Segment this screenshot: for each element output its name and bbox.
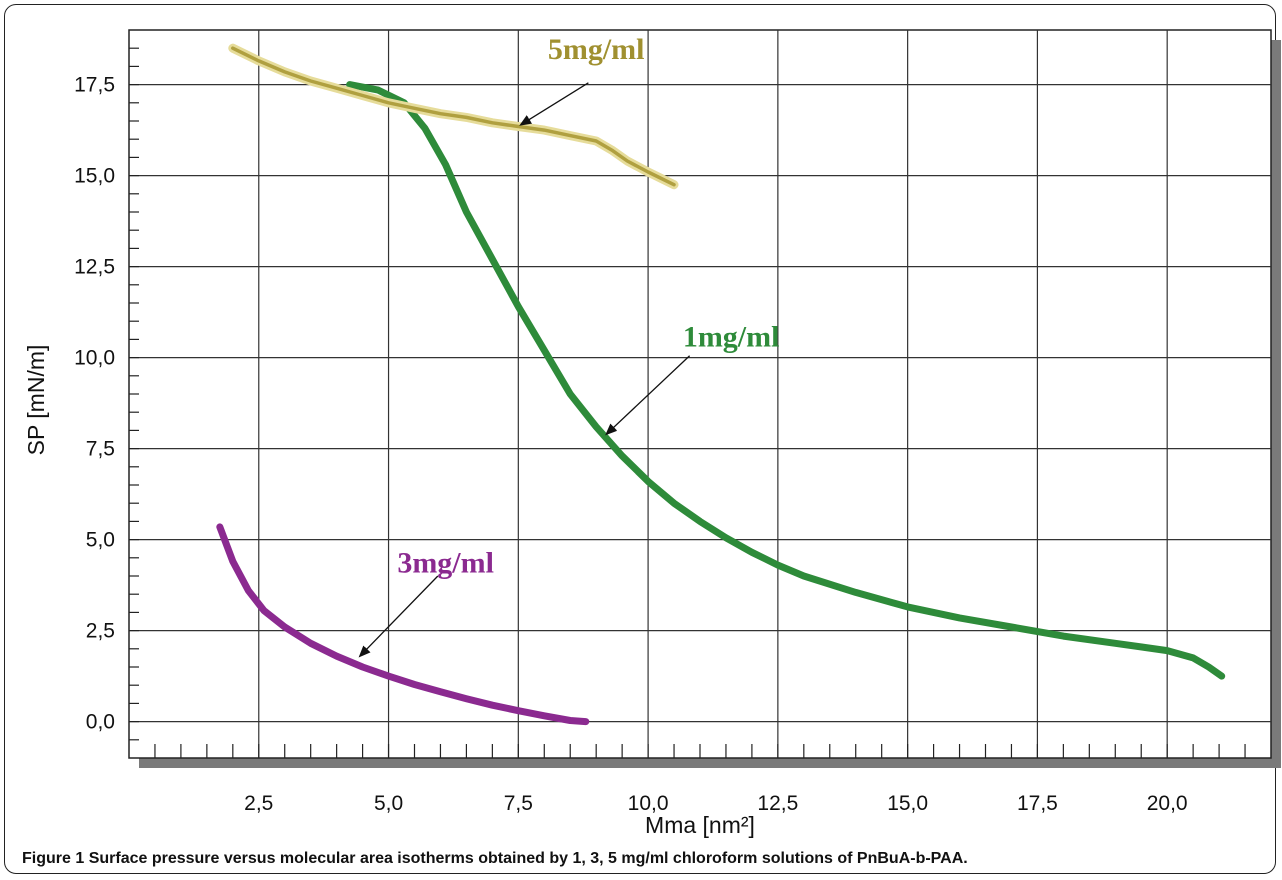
grid	[129, 30, 1271, 758]
y-tick-label: 0,0	[86, 711, 115, 734]
y-axis-ticks: 0,0 2,5 5,0 7,5 10,0 12,5 15,0 17,5	[74, 74, 115, 734]
y-tick-label: 10,0	[74, 347, 115, 370]
caption-text: Surface pressure versus molecular area i…	[88, 850, 968, 867]
plot-area	[128, 29, 1272, 759]
y-axis-title: SP [mN/m]	[23, 345, 49, 456]
x-tick-label: 20,0	[1147, 792, 1188, 815]
annotation-arrow-5mg-ml	[519, 82, 589, 126]
x-axis-title: Mma [nm²]	[645, 812, 755, 838]
caption-figure-label: Figure 1	[22, 850, 85, 867]
annotation-arrow-3mg-ml	[358, 575, 439, 658]
y-tick-label: 2,5	[86, 620, 115, 643]
x-tick-label: 12,5	[757, 792, 798, 815]
x-tick-label: 10,0	[628, 792, 669, 815]
annotation-label-5mg-ml: 5mg/ml	[548, 33, 645, 66]
x-tick-label: 5,0	[374, 792, 403, 815]
x-tick-label: 2,5	[244, 792, 273, 815]
y-tick-label: 5,0	[86, 529, 115, 552]
x-tick-label: 17,5	[1017, 792, 1058, 815]
annotation-arrow-1mg-ml	[605, 355, 691, 436]
annotation-label-3mg-ml: 3mg/ml	[397, 546, 494, 579]
series-lines	[216, 43, 1226, 726]
y-tick-label: 17,5	[74, 74, 115, 97]
series-line-1mg-ml	[346, 81, 1226, 680]
annotation-label-1mg-ml: 1mg/ml	[683, 321, 780, 354]
y-tick-label: 12,5	[74, 256, 115, 279]
y-tick-label: 15,0	[74, 165, 115, 188]
x-tick-label: 15,0	[887, 792, 928, 815]
figure-caption: Figure 1 Surface pressure versus molecul…	[22, 850, 1262, 868]
x-axis-ticks: 2,5 5,0 7,5 10,0 12,5 15,0 17,5 20,0	[244, 792, 1187, 815]
y-tick-label: 7,5	[86, 438, 115, 461]
series-line-5mg-ml	[231, 46, 676, 187]
series-line-3mg-ml	[216, 523, 590, 726]
minor-ticks	[129, 47, 1246, 758]
annotations: 5mg/ml 1mg/ml 3mg/ml	[358, 33, 780, 658]
x-tick-label: 7,5	[504, 792, 533, 815]
